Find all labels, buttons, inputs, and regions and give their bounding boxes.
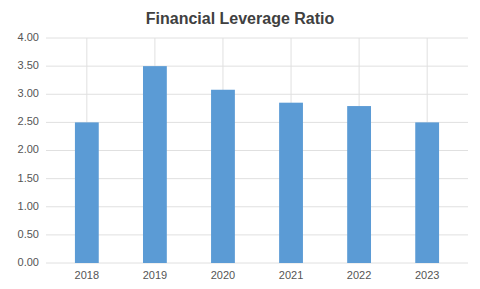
bar <box>75 122 99 263</box>
x-tick-label: 2022 <box>347 269 371 281</box>
x-tick-label: 2020 <box>211 269 235 281</box>
y-tick-label: 0.50 <box>18 228 39 240</box>
y-tick-label: 1.00 <box>18 200 39 212</box>
grid-line-y <box>46 263 468 264</box>
y-axis: 0.00 0.50 1.00 1.50 2.00 2.50 3.00 3.50 4.00 <box>18 31 39 268</box>
bars <box>75 66 439 263</box>
grid-line-y <box>46 178 468 179</box>
bar <box>211 90 235 263</box>
grid-line-y <box>46 66 468 67</box>
y-tick-label: 0.00 <box>18 256 39 268</box>
y-tick-label: 1.50 <box>18 172 39 184</box>
x-tick-label: 2018 <box>75 269 99 281</box>
grid-line-y <box>46 206 468 207</box>
y-tick-label: 2.00 <box>18 143 39 155</box>
bar <box>279 103 303 263</box>
grid-line-y <box>46 234 468 235</box>
grid-line-y <box>46 150 468 151</box>
x-tick-label: 2021 <box>279 269 303 281</box>
x-tick-label: 2019 <box>143 269 167 281</box>
bar <box>143 66 167 263</box>
x-tick-label: 2023 <box>415 269 439 281</box>
grid-line-y <box>46 94 468 95</box>
y-tick-label: 2.50 <box>18 115 39 127</box>
title: Financial Leverage Ratio <box>146 10 335 27</box>
grid <box>46 38 468 263</box>
y-tick-label: 4.00 <box>18 31 39 43</box>
grid-line-y <box>46 122 468 123</box>
x-axis: 2018 2019 2020 2021 2022 2023 <box>75 269 440 281</box>
bar <box>415 122 439 263</box>
y-tick-label: 3.00 <box>18 87 39 99</box>
grid-line-y <box>46 38 468 39</box>
bar <box>347 106 371 263</box>
y-tick-label: 3.50 <box>18 59 39 71</box>
chart: 0.00 0.50 1.00 1.50 2.00 2.50 3.00 3.50 4.00 2018… <box>0 0 480 289</box>
